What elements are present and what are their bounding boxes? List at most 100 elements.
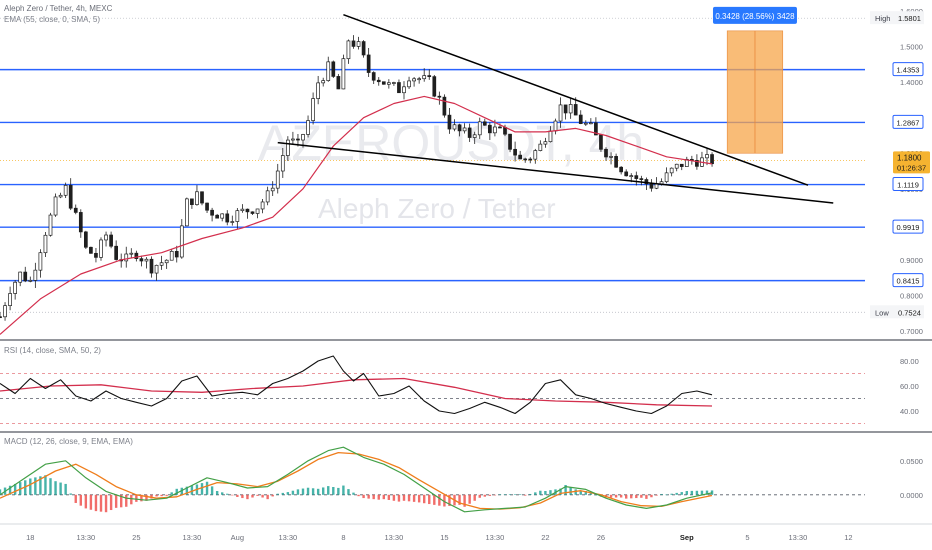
rsi-legend[interactable]: RSI (14, close, SMA, 50, 2) [4, 346, 101, 355]
time-axis-tick: 5 [745, 533, 749, 542]
time-axis-tick: 13:30 [385, 533, 404, 542]
macd-signal-line [0, 451, 713, 510]
candle-body [250, 211, 255, 214]
macd-histogram-bar [180, 487, 183, 495]
candle-body [33, 269, 38, 281]
macd-histogram-bar [417, 494, 421, 503]
rsi-legend-text: RSI (14, close, SMA, 50, 2) [4, 346, 101, 355]
candle-body [528, 158, 533, 161]
rsi-line [0, 355, 713, 415]
macd-histogram-bar [215, 490, 219, 495]
macd-histogram-bar [660, 493, 663, 495]
candle-body [629, 175, 634, 177]
macd-histogram-bar [443, 494, 446, 507]
macd-histogram-bar [210, 486, 214, 495]
candle-body [149, 258, 154, 274]
macd-histogram-bar [231, 494, 234, 496]
candle-body [245, 208, 250, 213]
candle-body [558, 104, 563, 122]
macd-histogram-bar [286, 492, 290, 495]
candle-body [83, 231, 88, 248]
candle-body [387, 82, 391, 85]
candle-body [422, 75, 427, 80]
candle-body [684, 158, 689, 167]
macd-histogram-bar [241, 494, 244, 499]
macd-histogram-bar [655, 494, 658, 496]
candle-body [215, 214, 219, 219]
candle-body [548, 130, 553, 143]
macd-histogram-bar [508, 494, 512, 495]
macd-histogram-bar [296, 489, 300, 495]
level-tag: 0.8415 [897, 277, 920, 286]
level-tag: 1.1119 [897, 181, 919, 190]
macd-histogram-bar [160, 494, 163, 497]
macd-legend[interactable]: MACD (12, 26, close, 9, EMA, EMA) [4, 437, 133, 446]
bar-countdown: 01:26:37 [897, 163, 926, 172]
macd-histogram-bar [135, 494, 138, 502]
wedge-trendline[interactable] [343, 13, 809, 186]
time-axis: 18 13:30 25 13:30 Aug 13:30 8 13:30 15 13:30 22 26 S… [26, 533, 852, 542]
candle-body [644, 179, 649, 185]
candle-body [583, 122, 588, 125]
macd-histogram-bar [458, 494, 461, 505]
macd-histogram-bar [372, 494, 375, 500]
macd-histogram-bar [291, 490, 295, 495]
candle-body [467, 127, 472, 138]
wedge-trendline[interactable] [277, 141, 834, 204]
rsi-signal-line [0, 377, 713, 407]
macd-histogram-bar [39, 476, 42, 495]
macd-histogram-bar [130, 494, 133, 505]
last-price-value: 1.1800 [897, 153, 922, 162]
candle-body [144, 258, 149, 262]
time-axis-tick: 22 [541, 533, 549, 542]
candle-body [286, 139, 290, 156]
candle-body [397, 82, 401, 94]
macd-histogram-bar [488, 494, 492, 496]
level-tag-box [892, 177, 924, 192]
candle-body [533, 150, 538, 160]
candle-body [482, 121, 487, 126]
candle-body [89, 246, 93, 254]
macd-histogram-bar [503, 494, 507, 495]
candle-body [477, 121, 482, 136]
candle-body [568, 104, 573, 114]
candle-body [225, 213, 230, 223]
macd-histogram-bar [700, 490, 704, 495]
macd-histogram-bar [675, 492, 678, 495]
candle-body [179, 225, 184, 258]
candle-body [543, 141, 548, 145]
candle-body [488, 124, 492, 134]
candle-body [3, 305, 7, 318]
candle-body [669, 167, 674, 174]
rsi-axis-tick: 40.00 [900, 407, 919, 416]
macd-histogram-bar [498, 494, 502, 495]
macd-histogram-bar [246, 494, 249, 500]
time-axis-tick: 13:30 [789, 533, 808, 542]
candle-body [331, 61, 336, 77]
macd-histogram-bar [549, 490, 552, 495]
macd-histogram-bar [524, 494, 527, 496]
macd-histogram-bar [483, 494, 486, 497]
macd-histogram-bar [327, 486, 330, 495]
candle-body [23, 271, 28, 282]
macd-histogram-bar [104, 494, 108, 513]
symbol-legend[interactable]: Aleph Zero / Tether, 4h, MEXC [4, 4, 112, 13]
time-axis-tick: 8 [341, 533, 345, 542]
candle-body [154, 264, 159, 274]
candle-body [649, 183, 654, 189]
candle-body [18, 271, 23, 283]
candle-body [200, 191, 204, 204]
macd-axis-tick: 0.0500 [900, 457, 923, 466]
ema-legend[interactable]: EMA (55, close, 0, SMA, 5) [4, 15, 100, 24]
macd-histogram-bar [493, 494, 497, 496]
candle-body [462, 127, 467, 132]
macd-histogram-bar [377, 494, 380, 500]
candle-body [452, 124, 457, 130]
last-price-tag[interactable] [893, 151, 930, 174]
macd-histogram-bar [205, 481, 209, 495]
candle-body [538, 143, 543, 151]
price-axis-tick: 1.4000 [900, 78, 923, 87]
macd-histogram-bar [170, 492, 173, 495]
